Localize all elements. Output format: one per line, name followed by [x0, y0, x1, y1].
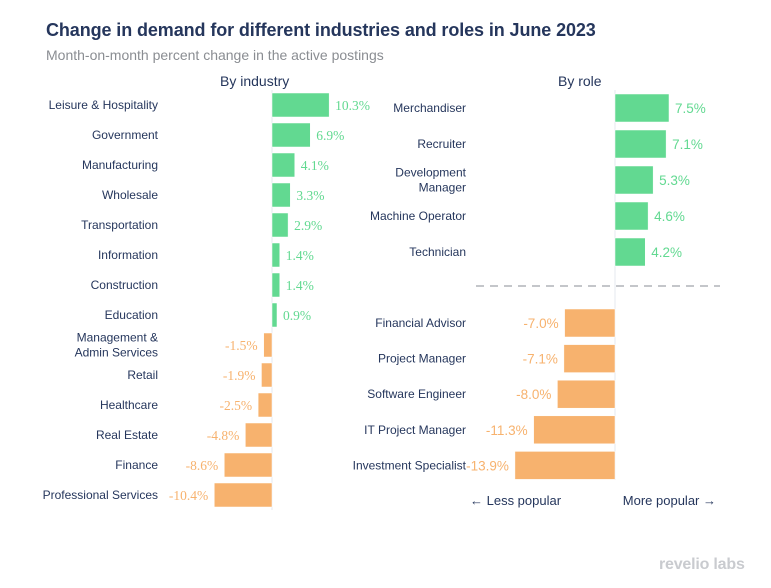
role-category-label: Recruiter: [417, 137, 466, 151]
role-bar: [564, 308, 616, 338]
industry-value-label: 0.9%: [283, 308, 311, 323]
industry-value-label: -2.5%: [220, 398, 253, 413]
industry-category-label: Construction: [91, 278, 158, 292]
industry-category-label: Government: [92, 128, 159, 142]
industry-bar: [245, 422, 273, 448]
role-category-label: Software Engineer: [367, 387, 466, 401]
industry-value-label: -1.5%: [225, 338, 258, 353]
role-panel-title: By role: [558, 73, 602, 89]
industry-category-label: Real Estate: [96, 428, 158, 442]
role-bar: [614, 93, 670, 123]
role-category-label: Development: [395, 166, 466, 180]
industry-category-label: Management &: [77, 331, 158, 345]
industry-value-label: -1.9%: [223, 368, 256, 383]
role-category-label: Project Manager: [378, 352, 466, 366]
industry-bar: [271, 152, 296, 178]
industry-category-label: Professional Services: [43, 488, 158, 502]
less-popular-label: ← Less popular: [470, 493, 562, 508]
industry-bar: [271, 122, 311, 148]
industry-bar: [214, 482, 273, 508]
industry-category-label: Admin Services: [75, 346, 158, 360]
industry-bar: [271, 182, 291, 208]
industry-value-label: 2.9%: [294, 218, 322, 233]
role-category-label: Merchandiser: [393, 101, 466, 115]
industry-bar: [224, 452, 273, 478]
industry-bar: [271, 92, 330, 118]
role-value-label: -8.0%: [516, 387, 551, 402]
industry-category-label: Wholesale: [102, 188, 158, 202]
industry-value-label: -4.8%: [207, 428, 240, 443]
revelio-labs-logo: revelio labs: [659, 556, 745, 573]
industry-value-label: 1.4%: [286, 278, 314, 293]
role-category-label: Financial Advisor: [375, 316, 466, 330]
industry-value-label: 3.3%: [296, 188, 324, 203]
industry-value-label: -10.4%: [169, 488, 208, 503]
chart-title: Change in demand for different industrie…: [46, 20, 596, 40]
role-value-label: 5.3%: [659, 173, 690, 188]
role-category-label: Investment Specialist: [353, 458, 467, 472]
industry-category-label: Healthcare: [100, 398, 158, 412]
role-bar: [563, 344, 616, 373]
role-value-label: -13.9%: [466, 458, 509, 473]
role-bar: [614, 237, 646, 267]
industry-category-label: Leisure & Hospitality: [49, 98, 158, 112]
industry-bar: [261, 362, 273, 388]
industry-category-label: Transportation: [81, 218, 158, 232]
industry-panel-title: By industry: [220, 73, 290, 89]
industry-category-label: Information: [98, 248, 158, 262]
role-bar: [614, 201, 649, 231]
role-value-label: -7.1%: [523, 352, 558, 367]
industry-value-label: -8.6%: [186, 458, 219, 473]
role-bar: [614, 165, 654, 195]
industry-value-label: 4.1%: [301, 158, 329, 173]
industry-category-label: Finance: [115, 458, 158, 472]
role-value-label: 4.6%: [654, 209, 685, 224]
industry-category-label: Retail: [127, 368, 158, 382]
role-category-label: Technician: [409, 245, 466, 259]
industry-bar: [271, 242, 281, 268]
role-bar: [557, 379, 616, 409]
industry-bar: [271, 212, 289, 238]
role-value-label: 4.2%: [651, 245, 682, 260]
role-bar: [514, 451, 616, 480]
industry-category-label: Manufacturing: [82, 158, 158, 172]
chart-subtitle: Month-on-month percent change in the act…: [46, 47, 384, 63]
role-category-label: IT Project Manager: [364, 423, 466, 437]
role-category-label: Manager: [419, 181, 466, 195]
industry-value-label: 6.9%: [316, 128, 344, 143]
industry-category-label: Education: [105, 308, 158, 322]
industry-bar: [263, 332, 273, 358]
more-popular-label: More popular →: [623, 493, 716, 508]
industry-bar: [271, 302, 278, 328]
industry-bar: [271, 272, 281, 298]
role-category-label: Machine Operator: [370, 209, 466, 223]
role-bar: [614, 129, 667, 159]
role-value-label: 7.5%: [675, 101, 706, 116]
industry-bar: [257, 392, 273, 418]
role-value-label: -11.3%: [486, 423, 528, 438]
role-value-label: -7.0%: [523, 316, 558, 331]
role-bar: [533, 415, 616, 445]
industry-value-label: 1.4%: [286, 248, 314, 263]
role-value-label: 7.1%: [672, 137, 703, 152]
industry-value-label: 10.3%: [335, 98, 370, 113]
